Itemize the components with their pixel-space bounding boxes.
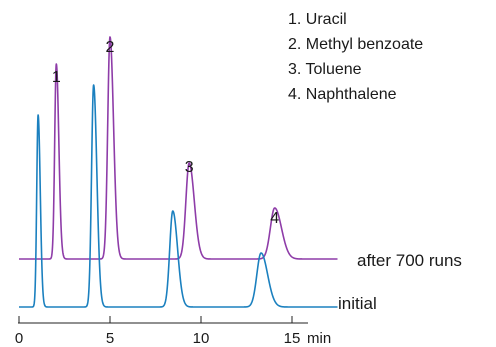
- x-axis: 0 5 10 15 min: [15, 316, 331, 347]
- series-label-initial: initial: [338, 294, 377, 313]
- peak-labels: 1 2 3 4: [52, 39, 279, 227]
- legend: 1. Uracil 2. Methyl benzoate 3. Toluene …: [288, 11, 423, 103]
- x-ticks: 0 5 10 15: [15, 316, 301, 347]
- peak-label-1: 1: [52, 69, 61, 86]
- peak-label-4: 4: [270, 210, 279, 227]
- x-tick-label-5: 5: [106, 330, 114, 347]
- chromatogram-traces: [18, 36, 339, 308]
- x-tick-label-0: 0: [15, 330, 23, 347]
- x-tick-label-15: 15: [284, 330, 301, 347]
- legend-item-methyl-benzoate: 2. Methyl benzoate: [288, 36, 423, 53]
- legend-item-uracil: 1. Uracil: [288, 11, 347, 28]
- legend-item-toluene: 3. Toluene: [288, 61, 362, 78]
- legend-item-naphthalene: 4. Naphthalene: [288, 86, 397, 103]
- series-label-after-700-runs: after 700 runs: [357, 251, 462, 270]
- peak-label-2: 2: [106, 39, 115, 56]
- x-tick-label-10: 10: [193, 330, 210, 347]
- trace-initial: [18, 84, 339, 308]
- x-axis-unit: min: [307, 330, 331, 347]
- peak-label-3: 3: [185, 159, 194, 176]
